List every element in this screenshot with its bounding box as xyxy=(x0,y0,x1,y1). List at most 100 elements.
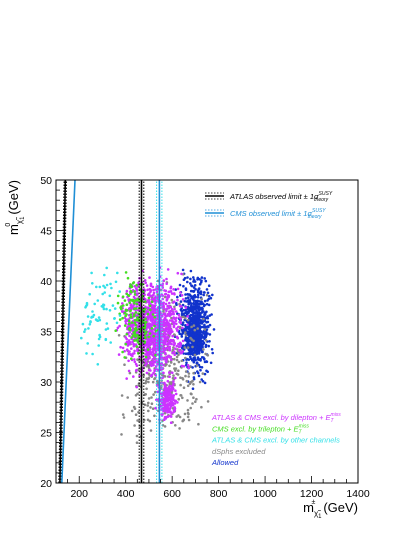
scatter-point xyxy=(175,310,178,313)
scatter-point xyxy=(181,323,184,327)
scatter-point xyxy=(199,330,203,333)
scatter-point xyxy=(199,308,202,311)
scatter-point xyxy=(200,297,203,301)
scatter-point xyxy=(189,277,192,281)
scatter-point xyxy=(121,350,124,354)
scatter-point xyxy=(170,400,174,404)
tick-labels: 200 400 600 800 1000 1200 1400 20 25 30 35 40 45 50 xyxy=(40,175,370,500)
scatter-point xyxy=(175,335,179,339)
scatter-point xyxy=(200,276,204,279)
scatter-point xyxy=(135,339,138,342)
scatter-point xyxy=(163,357,166,361)
scatter-point xyxy=(192,278,196,282)
scatter-point xyxy=(166,415,170,418)
scatter-point xyxy=(187,352,190,355)
scatter-point xyxy=(200,378,203,381)
scatter-point xyxy=(123,299,127,302)
scatter-point xyxy=(118,318,122,321)
scatter-point xyxy=(172,310,175,314)
scatter-point xyxy=(182,308,186,312)
scatter-point xyxy=(146,288,149,292)
scatter-point xyxy=(198,300,201,303)
scatter-point xyxy=(194,336,198,339)
scatter-point xyxy=(150,402,154,406)
scatter-point xyxy=(190,329,193,332)
scatter-point xyxy=(203,299,207,303)
scatter-point xyxy=(191,345,194,349)
scatter-point xyxy=(150,334,153,337)
scatter-point xyxy=(144,355,148,359)
scatter-point xyxy=(202,317,205,321)
scatter-point xyxy=(172,409,176,412)
scatter-point xyxy=(168,371,171,374)
scatter-point xyxy=(134,394,138,397)
scatter-point xyxy=(125,332,129,336)
scatter-point xyxy=(147,306,150,310)
y-axis-label: mχ̃10(GeV) xyxy=(5,180,26,235)
scatter-point xyxy=(174,369,177,372)
scatter-point xyxy=(184,374,187,378)
scatter-point xyxy=(193,353,197,357)
scatter-point xyxy=(178,283,182,287)
scatter-point xyxy=(147,299,151,303)
scatter-point xyxy=(149,406,152,409)
scatter-point xyxy=(85,352,88,355)
scatter-point xyxy=(177,313,181,317)
legend-label: CMS observed limit ± 1σSUSY theory xyxy=(230,208,326,220)
scatter-point xyxy=(135,307,138,310)
scatter-point xyxy=(145,387,148,391)
scatter-point xyxy=(199,341,203,344)
scatter-point xyxy=(108,309,112,312)
scatter-point xyxy=(134,335,137,338)
scatter-point xyxy=(185,326,189,330)
scatter-point xyxy=(192,339,195,343)
x-tick-label: 200 xyxy=(70,488,88,500)
scatter-point xyxy=(149,342,153,346)
scatter-point xyxy=(102,303,105,307)
scatter-point xyxy=(172,346,175,349)
scatter-point xyxy=(190,338,194,341)
scatter-point xyxy=(208,323,212,327)
scatter-point xyxy=(173,402,177,405)
scatter-point xyxy=(202,304,206,308)
scatter-point xyxy=(131,352,135,356)
scatter-point xyxy=(172,380,175,383)
scatter-point xyxy=(164,399,168,403)
scatter-point xyxy=(207,303,211,307)
scatter-point xyxy=(133,424,136,427)
scatter-point xyxy=(136,349,139,353)
scatter-point xyxy=(165,277,168,281)
scatter-point xyxy=(178,302,181,306)
scatter-point xyxy=(169,331,172,334)
scatter-point xyxy=(200,350,204,354)
scatter-point xyxy=(153,296,156,300)
scatter-point xyxy=(197,358,201,361)
scatter-point xyxy=(148,332,152,335)
scatter-point xyxy=(186,280,189,284)
scatter-point xyxy=(187,303,190,306)
scatter-point xyxy=(180,364,184,368)
scatter-point xyxy=(192,302,196,306)
scatter-point xyxy=(116,294,120,298)
scatter-point xyxy=(209,296,213,300)
scatter-point xyxy=(145,343,148,347)
scatter-point xyxy=(163,289,166,292)
scatter-point xyxy=(105,322,109,325)
scatter-point xyxy=(201,372,205,375)
scatter-point xyxy=(171,396,175,399)
scatter-point xyxy=(145,361,148,365)
scatter-point xyxy=(173,399,177,403)
scatter-point xyxy=(104,337,108,341)
scatter-point xyxy=(102,307,106,311)
scatter-point xyxy=(204,339,208,342)
scatter-point xyxy=(153,414,156,418)
scatter-point xyxy=(202,348,205,351)
scatter-point xyxy=(208,294,211,298)
category-label: ATLAS & CMS excl. by dilepton + ETmiss xyxy=(211,412,341,424)
scatter-point xyxy=(94,318,98,321)
scatter-point xyxy=(210,348,214,351)
scatter-point xyxy=(195,304,199,308)
scatter-point xyxy=(142,373,145,377)
scatter-point xyxy=(129,316,133,319)
scatter-point xyxy=(204,279,208,283)
